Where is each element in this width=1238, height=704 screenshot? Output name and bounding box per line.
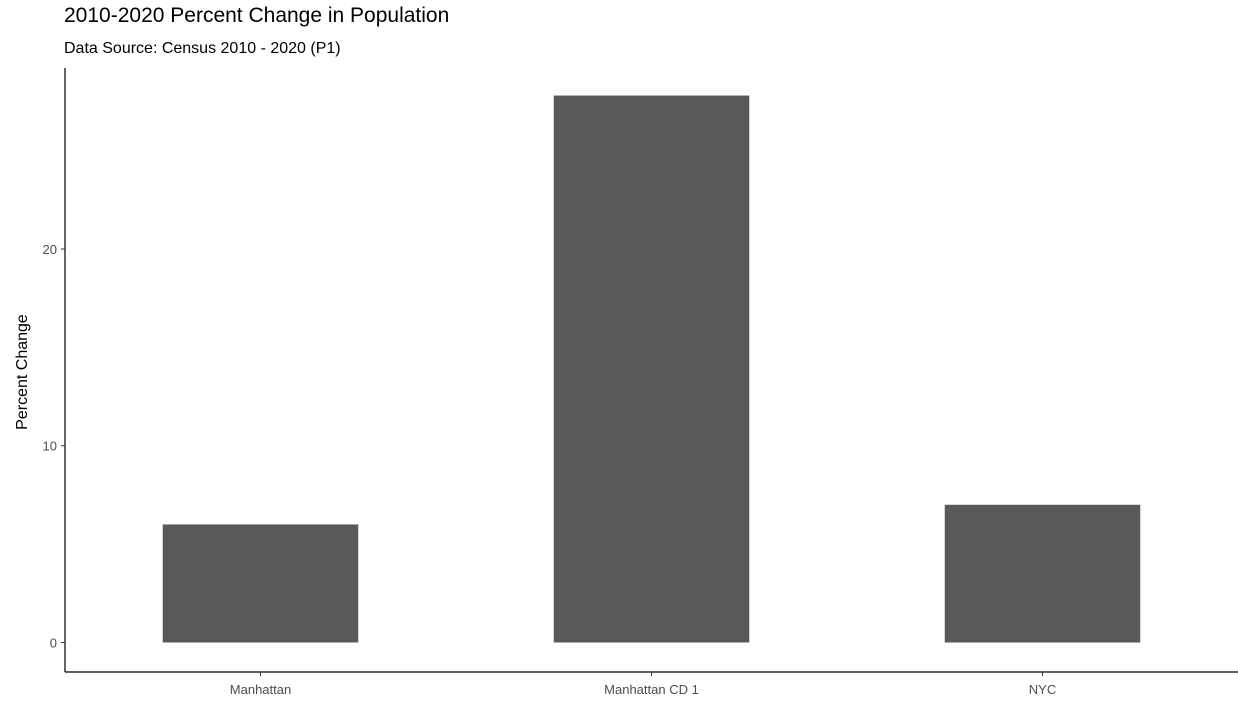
bars-group xyxy=(162,95,1141,643)
y-axis-title: Percent Change xyxy=(14,314,31,430)
x-tick-label: Manhattan xyxy=(230,682,291,697)
bar xyxy=(162,524,359,643)
y-tick-label: 0 xyxy=(50,635,57,650)
x-axis: Manhattan Manhattan CD 1 NYC xyxy=(65,671,1238,697)
x-tick-label: Manhattan CD 1 xyxy=(604,682,699,697)
chart-subtitle: Data Source: Census 2010 - 2020 (P1) xyxy=(64,40,341,57)
x-ticks: Manhattan Manhattan CD 1 NYC xyxy=(230,672,1056,697)
y-tick-label: 10 xyxy=(43,439,57,454)
x-tick-label: NYC xyxy=(1029,682,1056,697)
y-tick-label: 20 xyxy=(43,242,57,257)
y-ticks: 0 10 20 xyxy=(43,242,65,650)
bar xyxy=(944,504,1141,643)
bar xyxy=(553,95,750,643)
y-axis: 0 10 20 xyxy=(43,68,66,672)
chart-title: 2010-2020 Percent Change in Population xyxy=(64,4,450,27)
